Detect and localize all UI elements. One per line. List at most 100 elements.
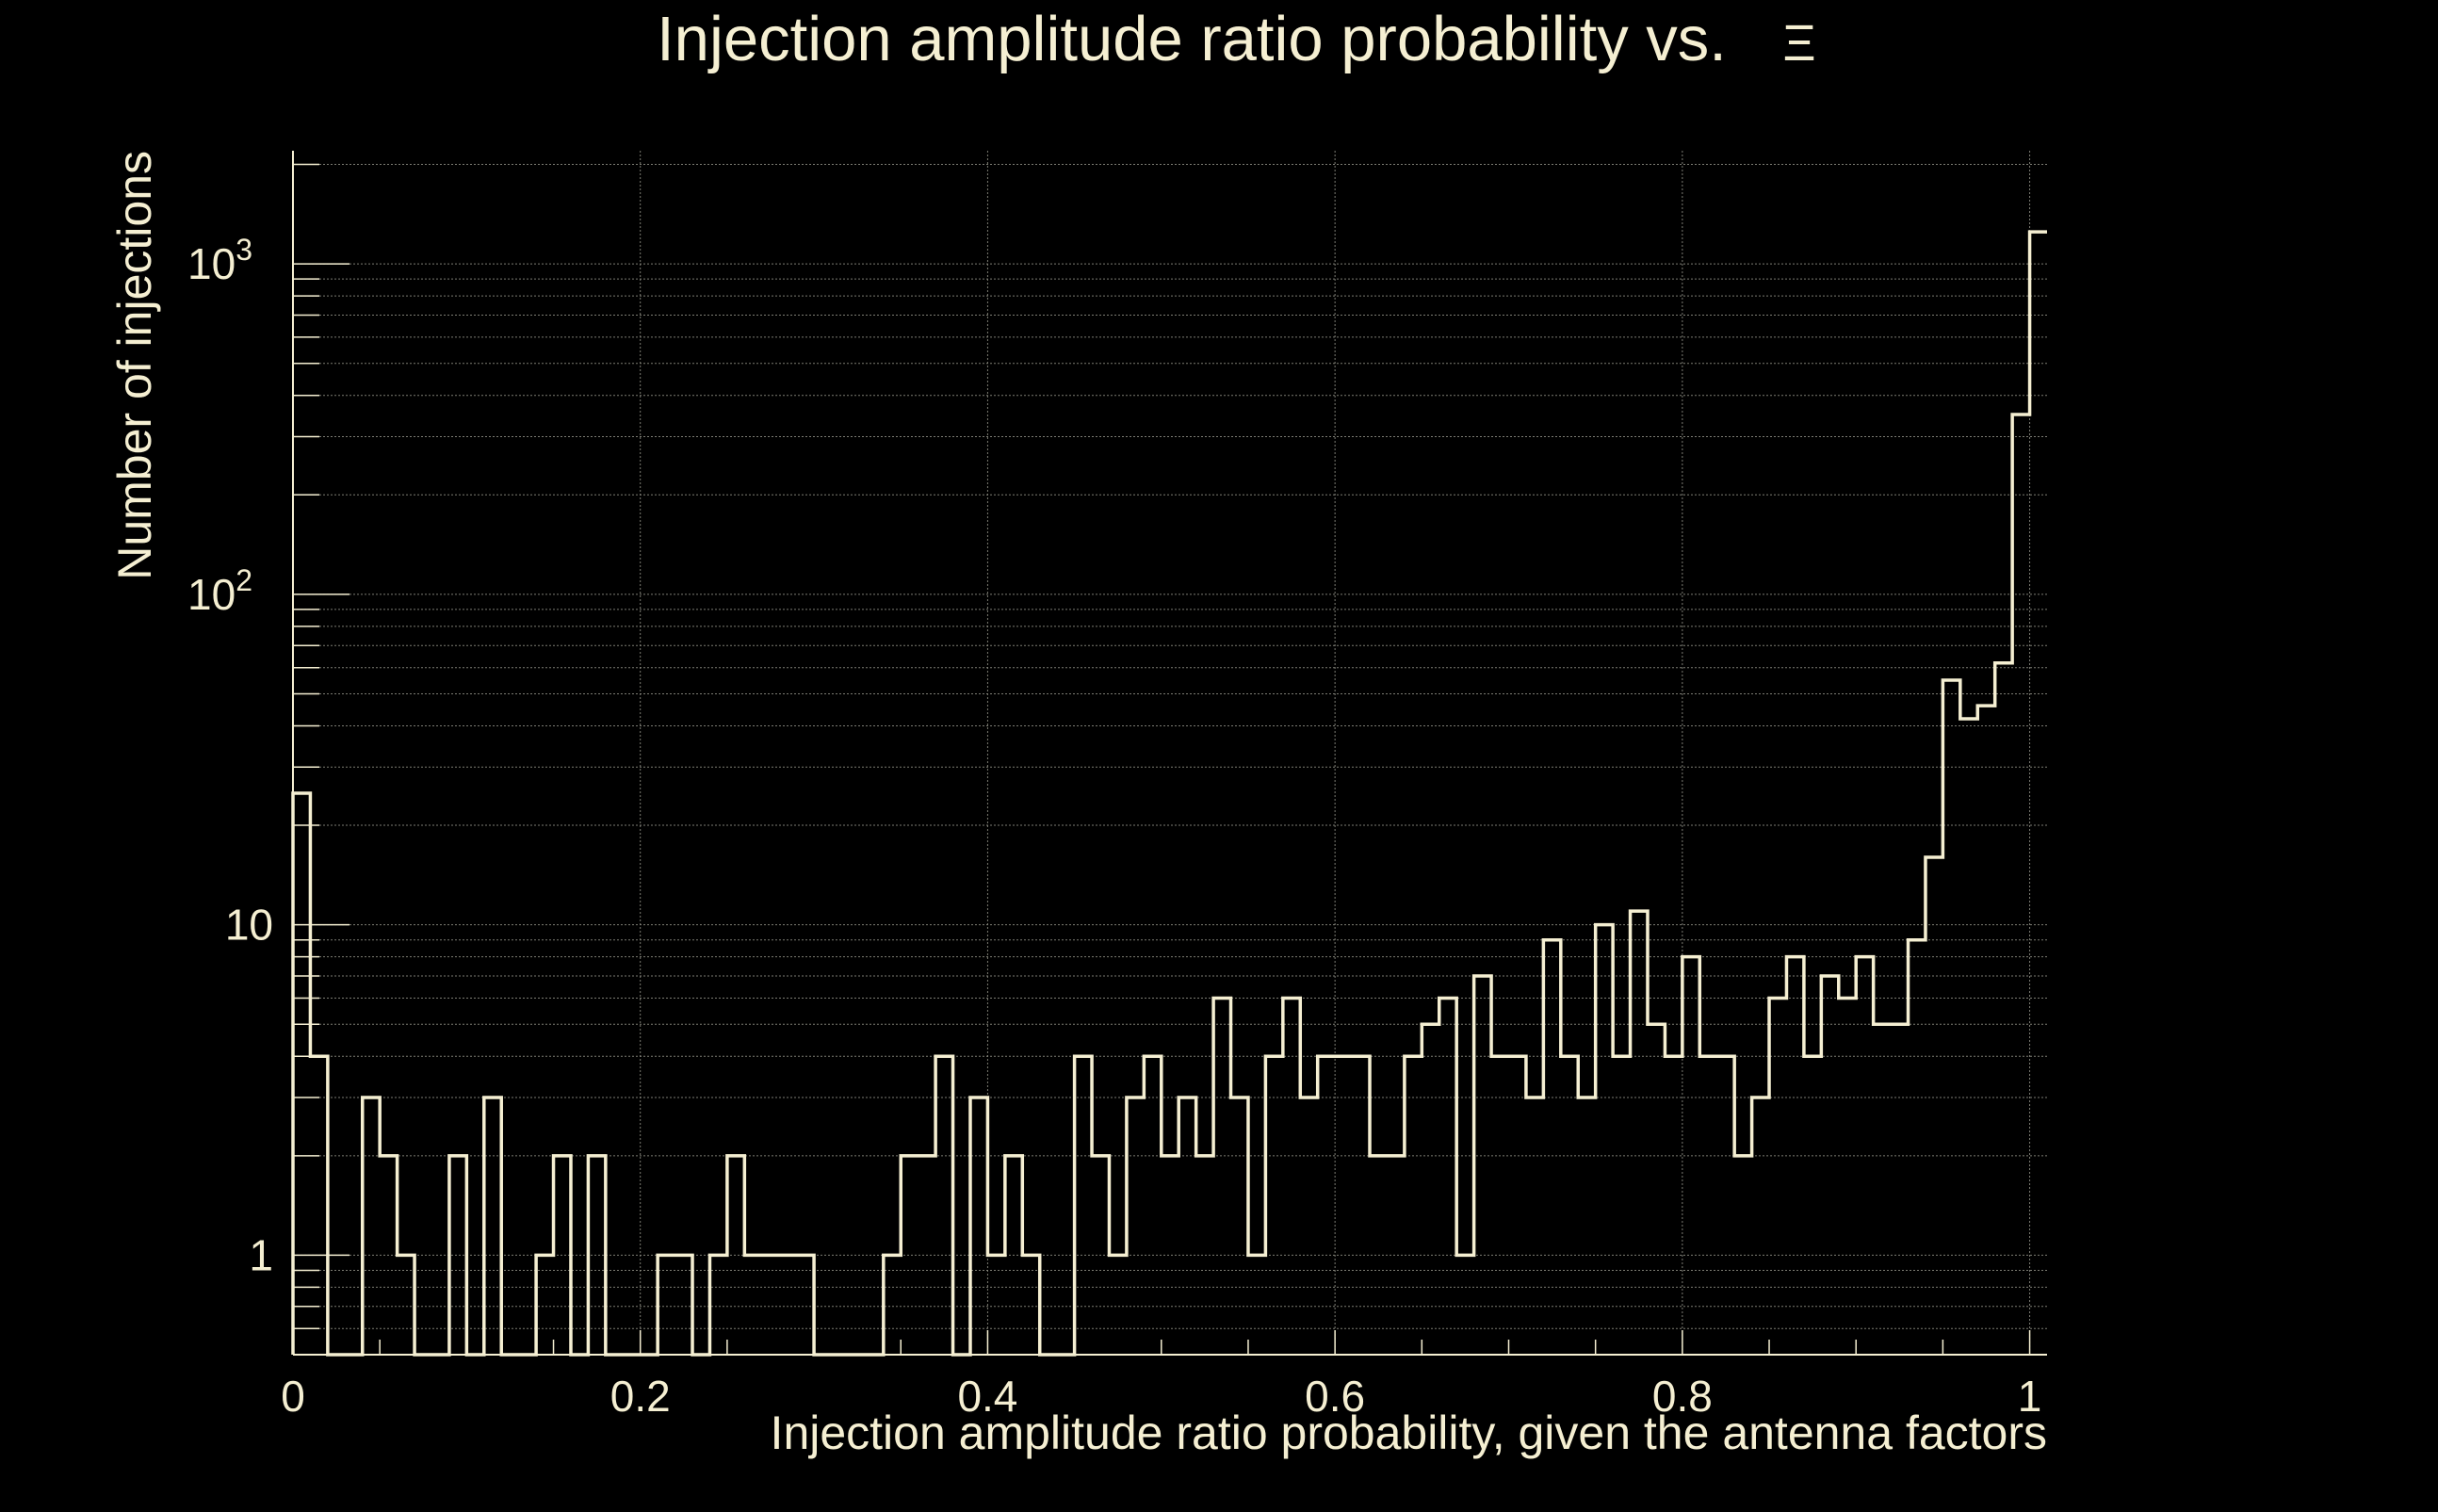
histogram-bin	[1022, 1255, 1039, 1355]
histogram-bin	[1178, 1097, 1195, 1355]
histogram-bin	[1405, 1056, 1422, 1355]
histogram-bin	[1874, 1024, 1891, 1355]
histogram-bin	[779, 1255, 796, 1355]
histogram-bin	[1300, 1097, 1317, 1355]
histogram-bin	[1508, 1056, 1525, 1355]
histogram-bin	[744, 1255, 761, 1355]
histogram-bin	[1526, 1097, 1543, 1355]
y-axis-label: Number of injections	[108, 151, 161, 580]
histogram-bin	[1439, 998, 1456, 1355]
histogram-bin	[1387, 1156, 1404, 1355]
histogram-bin	[1786, 957, 1803, 1355]
x-tick-label: 0	[281, 1372, 305, 1421]
histogram-bin	[1213, 998, 1230, 1355]
x-tick-label: 0.8	[1652, 1372, 1713, 1421]
histogram-bin	[762, 1255, 779, 1355]
y-tick-label: 102	[187, 563, 252, 619]
histogram-bin	[1474, 976, 1491, 1355]
histogram-bin	[1942, 680, 1959, 1355]
histogram-bin	[293, 793, 310, 1355]
histogram-bin	[658, 1255, 675, 1355]
x-tick-label: 0.4	[957, 1372, 1017, 1421]
histogram-bin	[1283, 998, 1300, 1355]
histogram-bin	[363, 1097, 380, 1355]
histogram-bin	[1561, 1056, 1578, 1355]
histogram-bin	[1578, 1097, 1595, 1355]
histogram-bin	[1144, 1056, 1161, 1355]
x-tick-label: 0.6	[1305, 1372, 1365, 1421]
histogram-bin	[588, 1156, 605, 1355]
histogram-bin	[1891, 1024, 1908, 1355]
histogram-bin	[1648, 1024, 1665, 1355]
histogram-bin	[1909, 940, 1926, 1355]
histogram-bin	[675, 1255, 692, 1355]
histogram-bin	[1353, 1056, 1370, 1355]
histogram-bin	[918, 1156, 935, 1355]
histogram-bin	[1821, 976, 1838, 1355]
histogram-bin	[1839, 998, 1856, 1355]
histogram-bin	[1370, 1156, 1387, 1355]
histogram-bin	[1248, 1255, 1265, 1355]
histogram-bin	[797, 1255, 814, 1355]
histogram-bin	[1422, 1024, 1438, 1355]
histogram-bin	[1995, 663, 2012, 1355]
histogram-bin	[1231, 1097, 1248, 1355]
histogram-bin	[727, 1156, 744, 1355]
histogram-bin	[1665, 1056, 1682, 1355]
histogram-bin	[1265, 1056, 1282, 1355]
histogram-bin	[310, 1056, 327, 1355]
histogram-bin	[1092, 1156, 1109, 1355]
chart-title-symbol: Ξ	[1782, 15, 1815, 72]
histogram-bin	[1977, 706, 1994, 1355]
histogram-bin	[1717, 1056, 1734, 1355]
y-tick-label: 103	[187, 233, 252, 288]
histogram-bin	[1752, 1097, 1769, 1355]
histogram-bin	[1856, 957, 1873, 1355]
histogram-bin	[1456, 1255, 1473, 1355]
histogram-bin	[1196, 1156, 1213, 1355]
histogram-bin	[484, 1097, 501, 1355]
histogram-bin	[935, 1056, 952, 1355]
histogram-bin	[380, 1156, 397, 1355]
histogram-bin	[987, 1255, 1004, 1355]
histogram-bin	[1596, 925, 1613, 1355]
histogram-bin	[884, 1255, 901, 1355]
x-tick-label: 1	[2018, 1372, 2042, 1421]
histogram-bin	[1613, 1056, 1630, 1355]
histogram-bin	[1804, 1056, 1821, 1355]
histogram-bin	[1109, 1255, 1126, 1355]
histogram-bin	[1682, 957, 1699, 1355]
histogram-bin	[1318, 1056, 1335, 1355]
histogram-bin	[1075, 1056, 1092, 1355]
series	[291, 230, 2047, 1357]
histogram-bin	[1699, 1056, 1716, 1355]
histogram-bin	[449, 1156, 466, 1355]
histogram-bin	[1335, 1056, 1352, 1355]
histogram-bin	[970, 1097, 987, 1355]
histogram-bin	[1162, 1156, 1178, 1355]
histogram-bin	[1631, 911, 1648, 1355]
x-tick-label: 0.2	[610, 1372, 671, 1421]
histogram-bin	[2012, 415, 2029, 1355]
histogram-bin	[536, 1255, 553, 1355]
histogram-bin	[1734, 1156, 1751, 1355]
histogram-bin	[1769, 998, 1786, 1355]
histogram-bin	[901, 1156, 918, 1355]
histogram-bin	[1005, 1156, 1022, 1355]
histogram-bin	[1960, 719, 1977, 1355]
histogram-bin	[1491, 1056, 1508, 1355]
histogram-bin	[1543, 940, 1560, 1355]
histogram-bin	[1127, 1097, 1144, 1355]
x-axis-label: Injection amplitude ratio probability, g…	[771, 1406, 2047, 1459]
histogram-line	[291, 230, 2047, 1357]
histogram-bin	[554, 1156, 571, 1355]
histogram-bin	[1926, 857, 1942, 1355]
y-tick-label: 10	[225, 901, 273, 950]
y-tick-label: 1	[249, 1230, 273, 1279]
histogram-bin	[709, 1255, 726, 1355]
histogram-bin	[2030, 232, 2047, 1355]
histogram-bin	[398, 1255, 414, 1355]
chart-title: Injection amplitude ratio probability vs…	[657, 4, 1727, 74]
